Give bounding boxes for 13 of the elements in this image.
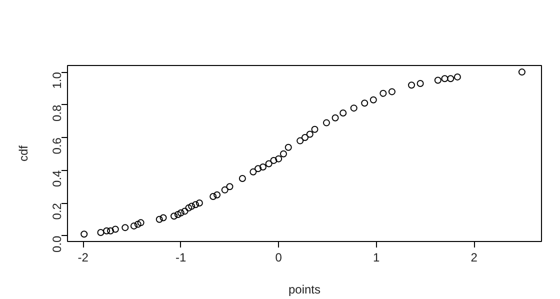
y-tick-label: 0.4	[50, 170, 64, 187]
x-tick-label: -2	[78, 250, 89, 264]
x-tick-label: -1	[176, 250, 187, 264]
y-tick-label: 0.8	[50, 104, 64, 122]
y-tick-label: 0.2	[50, 202, 64, 220]
x-tick-label: 0	[275, 250, 282, 264]
x-tick-label: 1	[372, 250, 380, 264]
y-tick-label: 0.6	[50, 137, 64, 154]
y-tick-label: 0.0	[50, 235, 64, 252]
y-axis-title: cdf	[16, 144, 30, 162]
y-tick-label: 1.0	[50, 72, 64, 89]
x-tick-label: 2	[470, 250, 478, 264]
x-axis-title: points	[288, 282, 321, 296]
